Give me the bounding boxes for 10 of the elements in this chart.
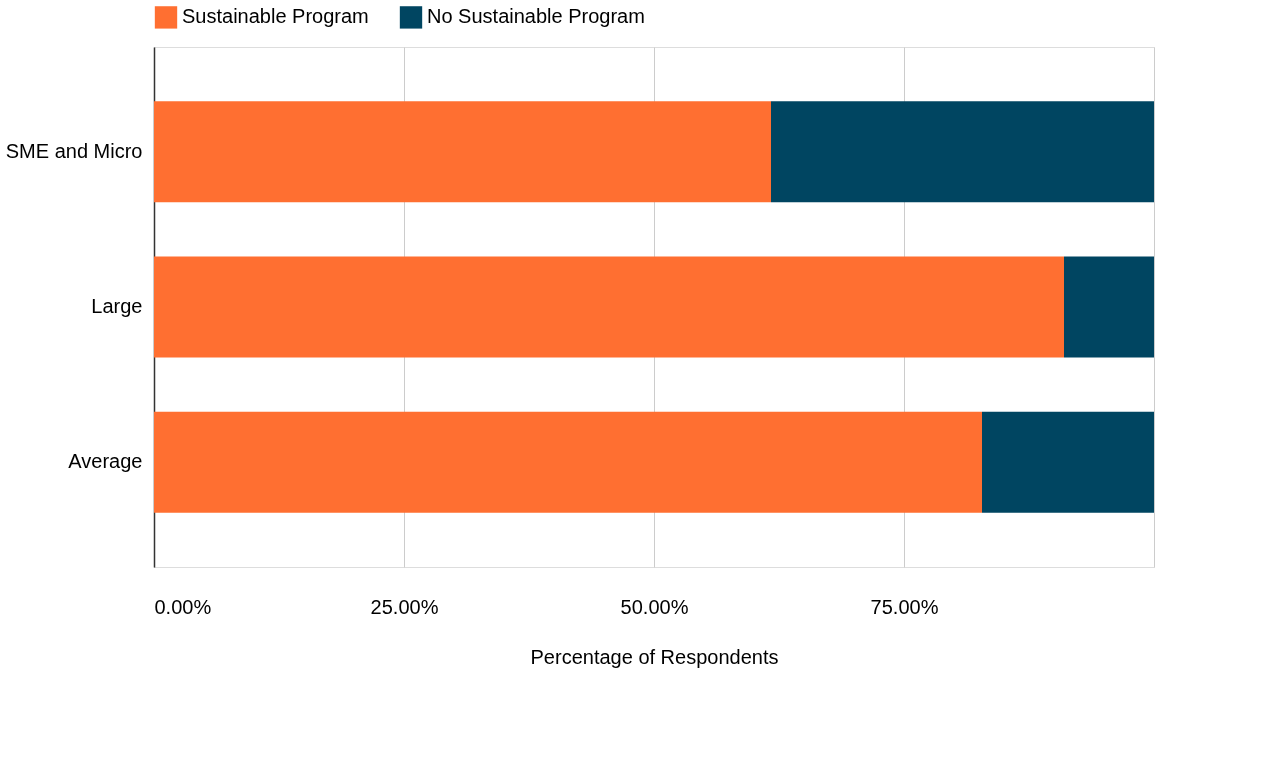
legend-label: Sustainable Program — [182, 5, 369, 28]
x-tick-label: 0.00% — [154, 595, 212, 618]
x-tick-label: 75.00% — [870, 595, 939, 618]
x-tick-label: 25.00% — [370, 595, 439, 618]
y-tick-label: Average — [68, 450, 143, 473]
x-axis-title: Percentage of Respondents — [530, 645, 779, 668]
x-tick-label: 50.00% — [620, 595, 689, 618]
y-tick-label: SME and Micro — [5, 139, 143, 162]
legend-label: No Sustainable Program — [427, 5, 645, 28]
y-tick-label: Large — [91, 295, 143, 317]
